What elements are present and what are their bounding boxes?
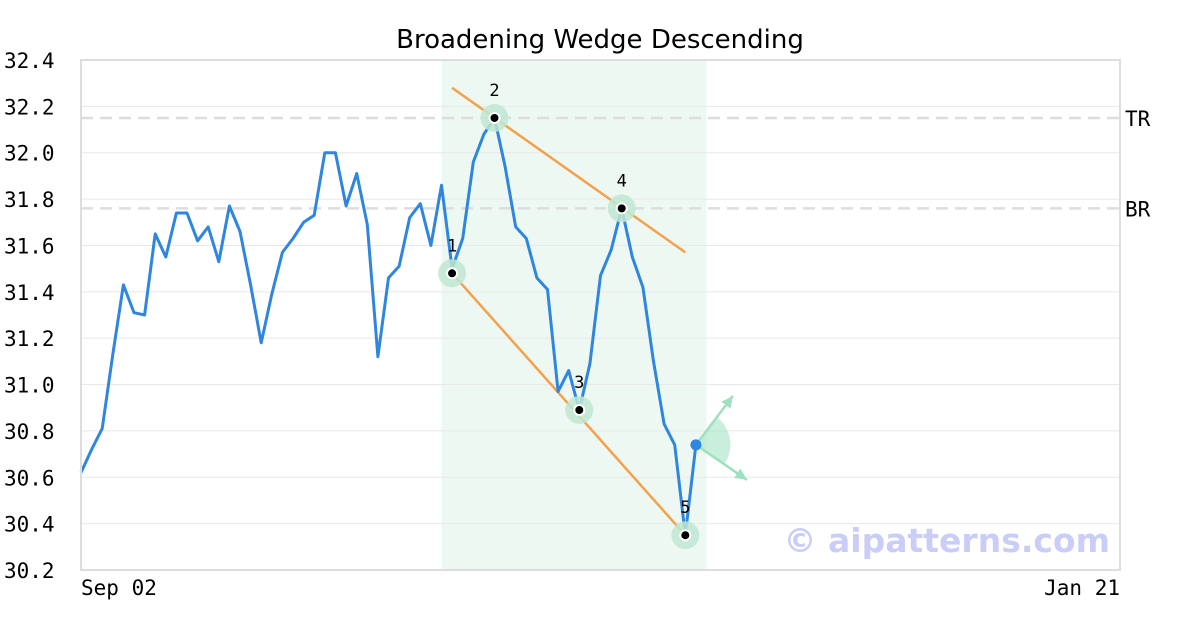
pattern-point-marker bbox=[446, 267, 459, 280]
pattern-points: 1 2 3 4 5 bbox=[438, 81, 700, 550]
y-tick-label: 30.4 bbox=[4, 513, 55, 537]
y-tick-label: 32.2 bbox=[4, 95, 55, 119]
pattern-point-label: 3 bbox=[574, 373, 584, 393]
y-tick-label: 30.2 bbox=[4, 559, 55, 583]
y-tick-label: 31.4 bbox=[4, 281, 55, 305]
pattern-point-label: 2 bbox=[489, 81, 499, 101]
pattern-point-marker bbox=[679, 529, 692, 542]
chart-title: Broadening Wedge Descending bbox=[396, 25, 804, 55]
y-tick-label: 31.6 bbox=[4, 234, 55, 258]
reference-lines: TR BR bbox=[81, 107, 1151, 221]
reference-label-tr: TR bbox=[1125, 107, 1151, 131]
y-tick-label: 32.4 bbox=[4, 49, 55, 73]
projection-arrows bbox=[690, 395, 748, 481]
y-axis-ticks: 30.2 30.4 30.6 30.8 31.0 31.2 31.4 31.6 31.8 32.0… bbox=[4, 49, 55, 583]
pattern-point-marker bbox=[488, 111, 501, 124]
y-tick-label: 31.2 bbox=[4, 327, 55, 351]
y-tick-label: 31.8 bbox=[4, 188, 55, 212]
x-tick-label: Jan 21 bbox=[1044, 576, 1120, 600]
price-series-line bbox=[79, 116, 698, 537]
projection-arrow-head bbox=[721, 395, 733, 409]
pattern-point-marker bbox=[573, 404, 586, 417]
plot-frame bbox=[80, 59, 1121, 571]
projection-arrow-head bbox=[734, 468, 747, 480]
y-tick-label: 31.0 bbox=[4, 374, 55, 398]
projection-cone bbox=[695, 417, 731, 465]
pattern-point-label: 4 bbox=[617, 171, 627, 191]
pattern-point-marker bbox=[615, 202, 628, 215]
last-price-marker bbox=[690, 439, 702, 451]
y-tick-label: 32.0 bbox=[4, 142, 55, 166]
pattern-point-label: 5 bbox=[680, 498, 690, 518]
x-tick-label: Sep 02 bbox=[81, 576, 157, 600]
x-axis-ticks: Sep 02 Jan 21 bbox=[81, 576, 1120, 600]
watermark: © aipatterns.com bbox=[784, 521, 1110, 560]
grid-lines bbox=[81, 59, 1120, 571]
y-tick-label: 30.8 bbox=[4, 420, 55, 444]
y-tick-label: 30.6 bbox=[4, 466, 55, 490]
pattern-highlight-band bbox=[441, 60, 707, 570]
pattern-point-label: 1 bbox=[447, 236, 457, 256]
reference-label-br: BR bbox=[1125, 197, 1151, 221]
